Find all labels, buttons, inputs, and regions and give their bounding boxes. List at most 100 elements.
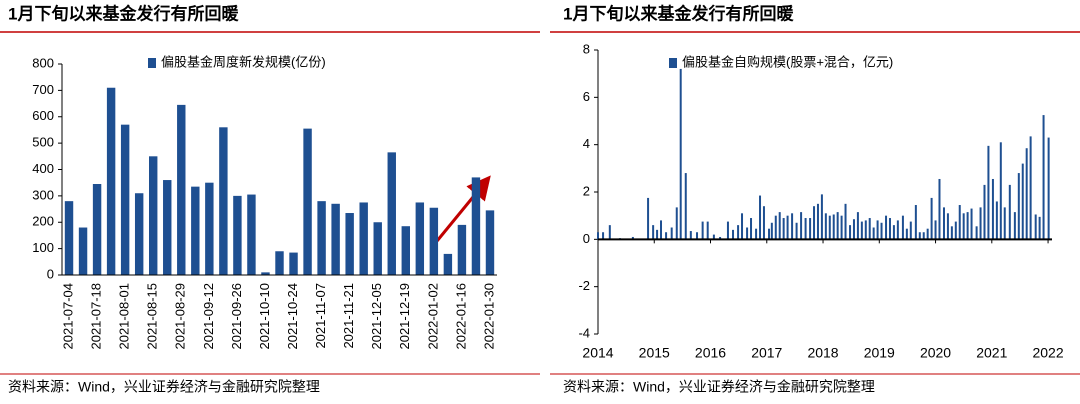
bar [471,177,481,275]
bar [689,231,692,240]
chart-title: 1月下旬以来基金发行有所回暖 [8,3,239,23]
x-tick-label: 2022-01-02 [425,283,440,350]
x-tick-label: 2021-08-29 [173,283,188,350]
y-tick-label: 8 [583,41,590,56]
bar [804,218,807,240]
bar [177,104,186,275]
bar [914,205,917,240]
bar [191,186,200,275]
bar [856,212,859,240]
bar [602,232,605,240]
bar [1029,136,1032,240]
x-tick-label: 2014 [582,345,613,361]
source-note: 资料来源：Wind，兴业证券经济与金融研究院整理 [8,379,320,395]
x-tick-label: 2022-01-30 [481,283,496,350]
bar [832,214,835,240]
bar [991,178,994,240]
bar [809,218,812,240]
bar [64,201,74,275]
bar [791,213,794,240]
x-tick-label: 2019 [864,345,895,361]
y-tick-label: 300 [32,187,54,202]
bar [712,234,715,240]
bar [719,236,722,240]
x-tick-label: 2016 [695,345,726,361]
legend-swatch [669,58,677,68]
bar [631,236,634,240]
bar [962,213,965,240]
y-tick-label: 400 [32,161,54,176]
bar [608,225,611,240]
bar [652,225,655,240]
bar [930,197,933,240]
bar [1038,216,1041,240]
bar [824,213,827,240]
y-tick-label: -4 [578,325,590,340]
bar [1008,184,1011,240]
bar [836,212,839,240]
bar [816,203,819,240]
y-tick-label: 500 [32,135,54,150]
bar [885,215,888,240]
bar [872,227,875,240]
bar [901,215,904,240]
bar [289,252,298,275]
bar [880,222,883,240]
bar [665,232,668,240]
x-tick-label: 2015 [639,345,670,361]
bar [905,228,908,240]
bar [675,207,678,240]
x-tick-label: 2021-11-21 [341,283,356,349]
bar [970,208,973,240]
bar [975,226,978,240]
y-tick-label: 0 [583,231,590,246]
legend-label: 偏股基金自购规模(股票+混合，亿元) [682,54,893,69]
bar [233,195,242,275]
bar [1034,214,1037,240]
bar [345,213,354,275]
x-tick-label: 2021-12-19 [397,283,412,350]
y-tick-label: 6 [583,89,590,104]
bar [701,221,704,240]
x-tick-label: 2021-10-24 [285,283,300,350]
bar [684,173,687,240]
y-tick-label: 2 [583,183,590,198]
y-tick-label: 200 [32,214,54,229]
bar [261,272,270,275]
y-tick-label: 600 [32,108,54,123]
bar [999,142,1002,240]
bar [149,156,158,275]
bar [800,212,803,240]
bar [597,232,599,240]
x-tick-label: 2018 [807,345,838,361]
bar [1021,163,1024,240]
bar [706,221,709,240]
bar [1025,148,1028,240]
bar [786,215,789,240]
bar [247,194,256,275]
bar [966,212,969,240]
x-tick-label: 2021-12-05 [369,283,384,350]
bar [78,227,88,275]
bar [120,124,130,275]
bar [741,213,744,240]
bar [750,218,753,240]
bar [813,206,816,240]
bar [950,226,953,240]
bar [864,220,867,240]
bar [755,228,758,240]
x-tick-label: 2021-09-12 [201,283,216,350]
bar [892,225,895,240]
bar [415,202,425,275]
bar [934,220,937,240]
bar [1042,115,1045,240]
bar [979,207,982,240]
bar [726,221,729,240]
bar [359,202,368,275]
bar [1047,137,1050,240]
x-tick-label: 2021-10-10 [257,283,272,350]
bar [926,228,929,240]
bar [983,184,986,240]
bar [401,226,410,275]
